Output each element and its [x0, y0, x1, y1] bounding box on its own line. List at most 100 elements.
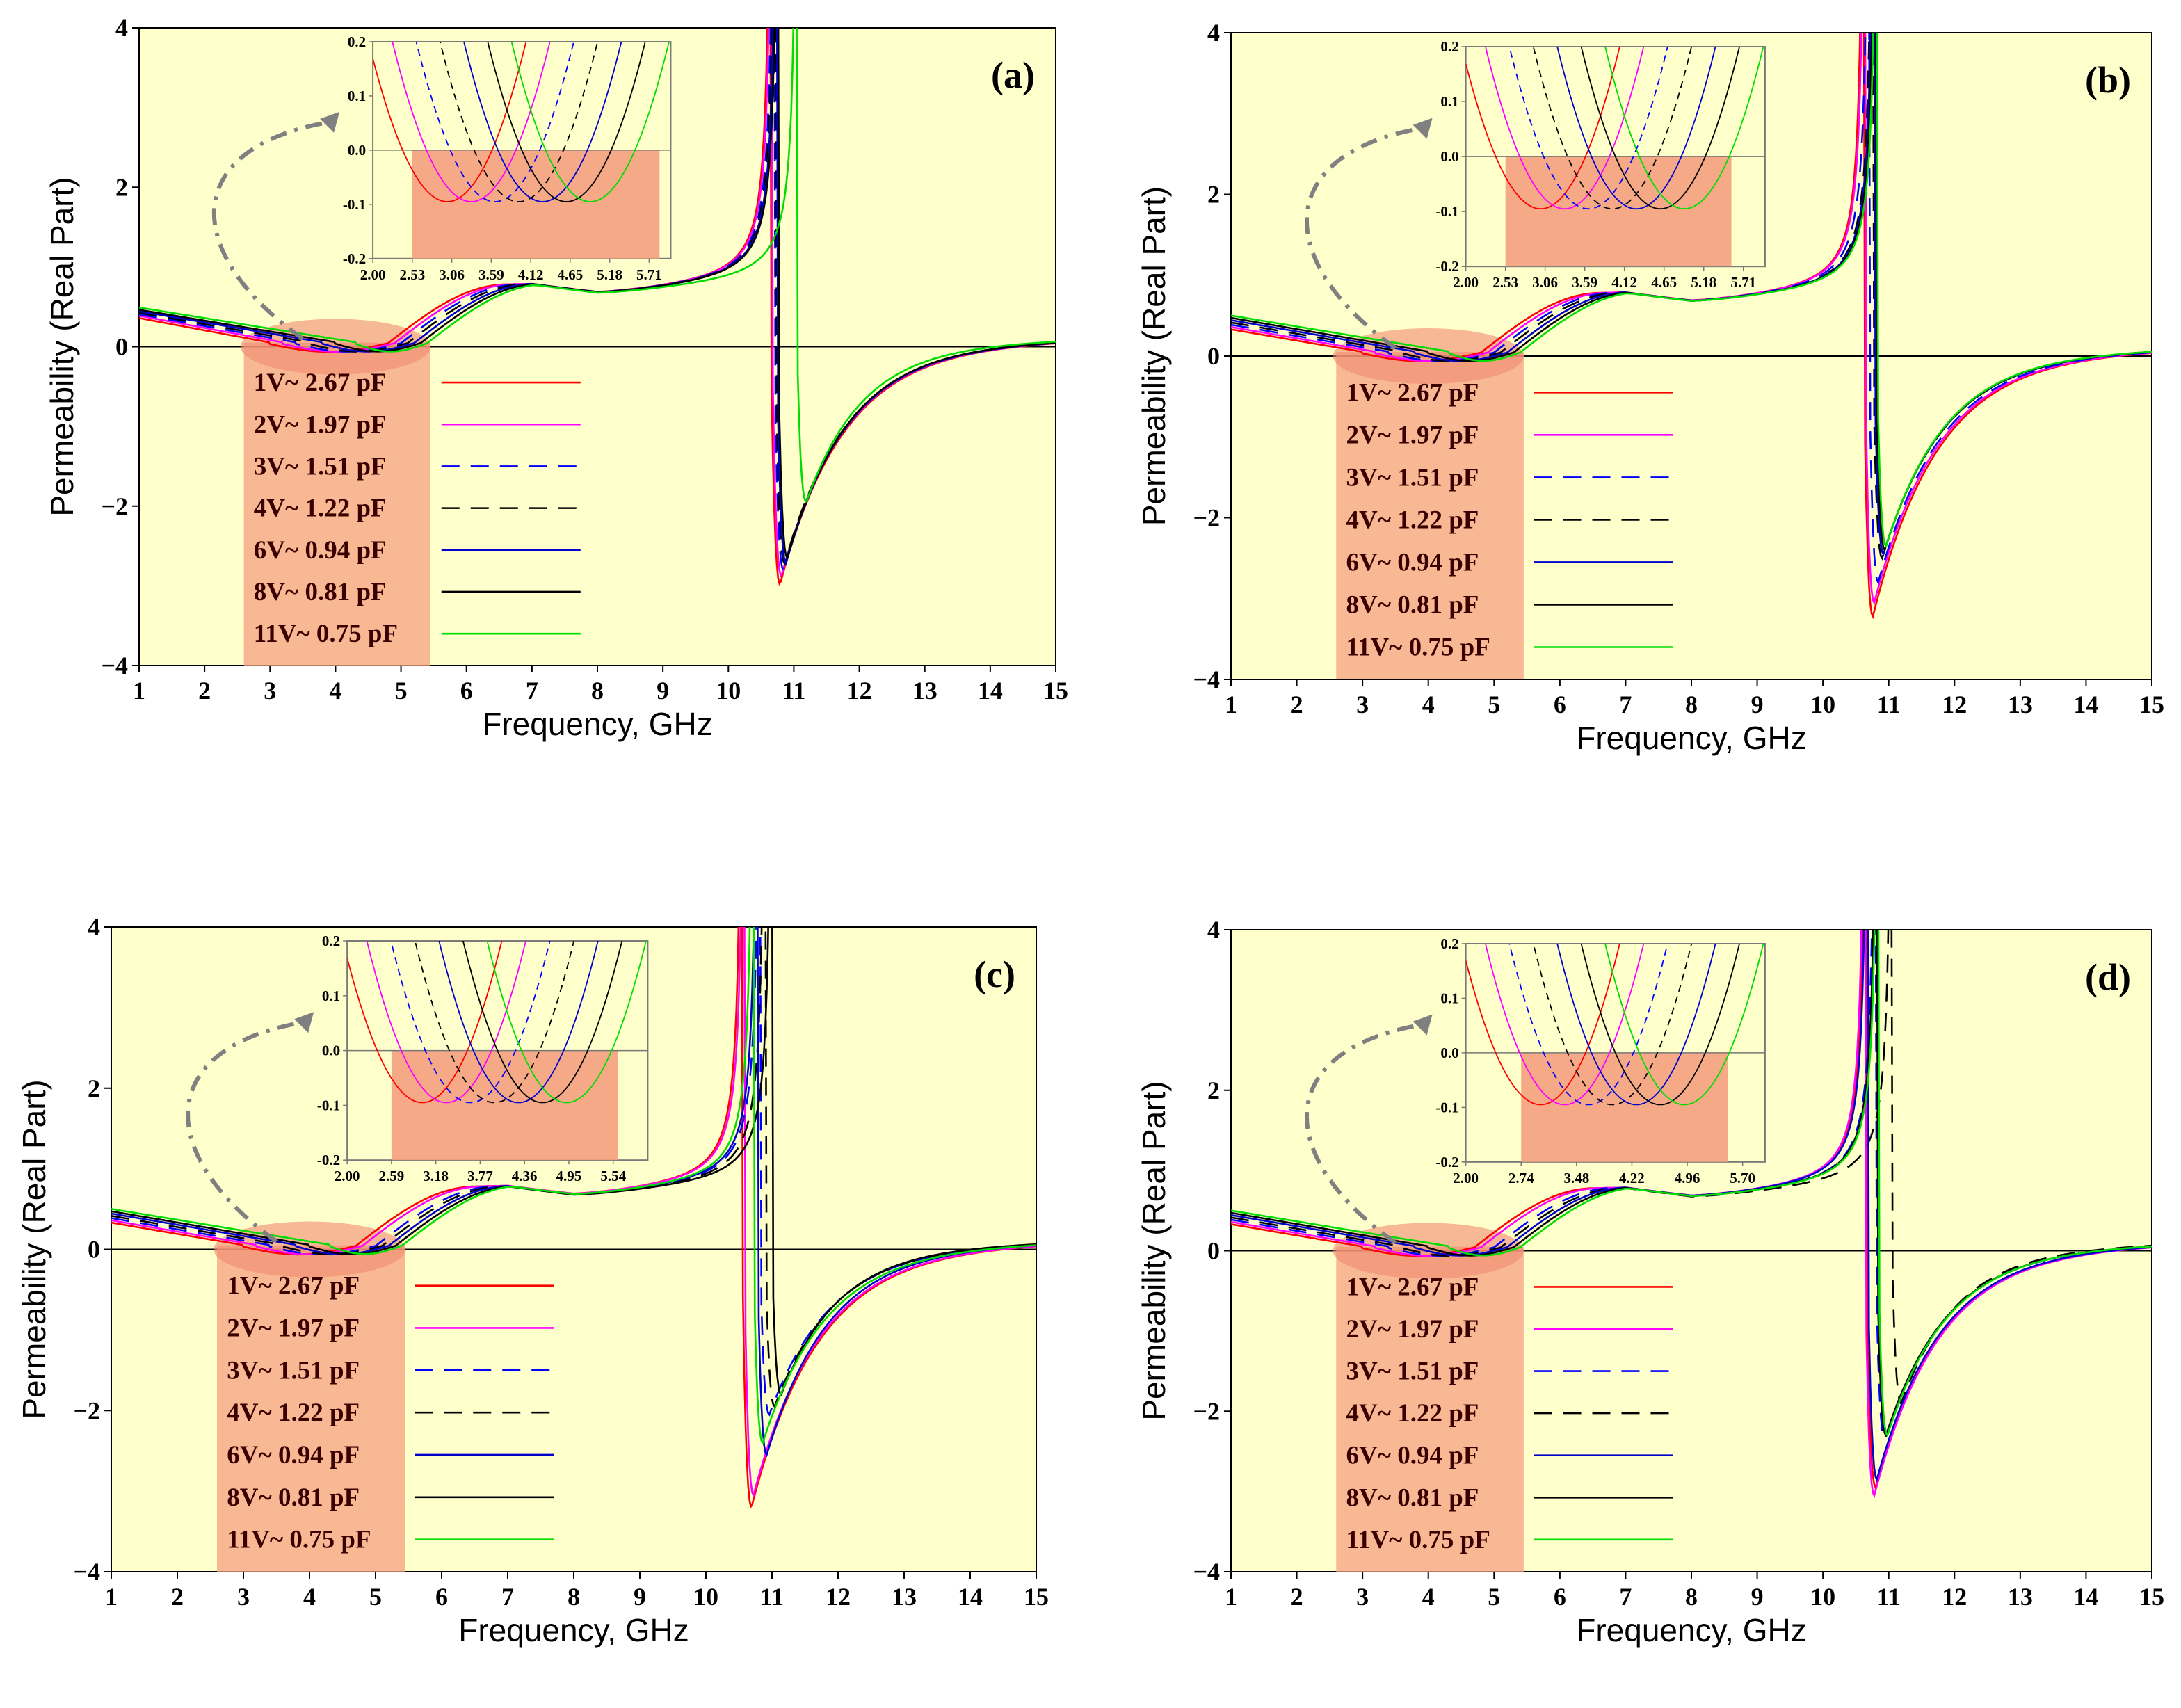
inset-x-tick-label: 4.36 [512, 1168, 538, 1184]
x-tick-label: 6 [435, 1583, 448, 1611]
x-tick-label: 12 [1942, 691, 1967, 718]
inset-x-tick-label: 4.95 [556, 1168, 582, 1184]
x-tick-label: 13 [912, 677, 937, 704]
x-tick-label: 15 [1024, 1583, 1049, 1611]
x-tick-label: 13 [2008, 691, 2033, 718]
inset-y-tick-label: -0.1 [343, 196, 366, 213]
inset-y-tick-label: -0.2 [317, 1152, 340, 1168]
inset-x-tick-label: 2.53 [399, 266, 425, 283]
y-tick-label: −2 [1193, 1397, 1220, 1425]
y-tick-label: 2 [88, 1074, 100, 1102]
x-tick-label: 10 [1810, 691, 1835, 718]
inset-x-tick-label: 2.00 [1453, 274, 1479, 291]
inset-y-tick-label: 0.0 [322, 1042, 340, 1059]
x-tick-label: 9 [657, 677, 669, 704]
legend-label: 4V~ 1.22 pF [254, 494, 387, 523]
x-tick-label: 7 [1619, 691, 1632, 718]
legend-label: 6V~ 0.94 pF [227, 1441, 360, 1469]
inset-x-tick-label: 3.06 [1532, 274, 1558, 291]
inset-highlight [391, 1050, 618, 1161]
inset-series-line-3 [415, 42, 574, 202]
inset-y-tick-label: -0.1 [1435, 203, 1458, 220]
highlight-region [1336, 1246, 1524, 1572]
x-tick-label: 9 [1751, 691, 1764, 718]
x-tick-label: 10 [1810, 1583, 1835, 1611]
inset-x-tick-label: 5.71 [1730, 274, 1756, 291]
x-tick-label: 12 [826, 1583, 851, 1611]
inset-x-tick-label: 4.12 [1611, 274, 1637, 291]
legend-label: 1V~ 2.67 pF [227, 1272, 360, 1300]
y-tick-label: 4 [115, 14, 128, 42]
legend-label: 2V~ 1.97 pF [1346, 421, 1479, 449]
inset-zoom: 2.00 2.53 3.06 3.59 4.12 4.65 5.18 5.71 0.2 0.1 0.… [1435, 38, 1766, 291]
x-tick-label: 11 [1877, 691, 1901, 718]
inset-y-tick-label: 0.1 [322, 988, 340, 1004]
inset-y-tick-label: 0.2 [348, 33, 366, 50]
zoom-arrow-head [294, 1012, 314, 1033]
x-tick-label: 3 [1356, 691, 1369, 718]
inset-x-tick-label: 3.59 [478, 266, 504, 283]
y-tick-label: −4 [101, 652, 128, 679]
zoom-arrow-head [1413, 1014, 1433, 1036]
highlight-region [1336, 352, 1524, 679]
inset-highlight [1505, 156, 1732, 267]
legend: 1V~ 2.67 pF 2V~ 1.97 pF 3V~ 1.51 pF 4V~ 1.2… [1346, 1273, 1673, 1554]
x-tick-label: 12 [1942, 1583, 1967, 1611]
inset-series-line-6 [1580, 944, 1740, 1106]
x-tick-label: 1 [133, 677, 145, 704]
legend-label: 11V~ 0.75 pF [227, 1526, 371, 1554]
inset-series-line-1 [1465, 47, 1620, 210]
y-tick-label: 4 [1207, 19, 1220, 47]
inset-x-tick-label: 3.06 [439, 266, 465, 283]
panel-label: (a) [991, 54, 1035, 96]
inset-series-line-6 [487, 42, 646, 202]
x-tick-label: 2 [198, 677, 211, 704]
inset-x-tick-label: 4.22 [1619, 1170, 1645, 1186]
inset-x-tick-label: 3.48 [1563, 1170, 1589, 1186]
inset-series-line-1 [1465, 944, 1620, 1106]
legend-label: 3V~ 1.51 pF [254, 452, 387, 481]
y-axis-label: Permeability (Real Part) [1136, 186, 1172, 526]
inset-y-tick-label: 0.2 [1440, 38, 1458, 55]
x-tick-label: 9 [634, 1583, 646, 1611]
inset-y-tick-label: -0.1 [1435, 1099, 1458, 1115]
panel-label: (b) [2085, 59, 2131, 101]
y-tick-label: 4 [1207, 916, 1220, 944]
x-tick-label: 14 [978, 677, 1003, 704]
legend-label: 6V~ 0.94 pF [254, 536, 387, 565]
inset-zoom: 2.00 2.53 3.06 3.59 4.12 4.65 5.18 5.71 0.2 0.1 0.… [343, 33, 672, 283]
legend-label: 1V~ 2.67 pF [254, 369, 387, 397]
inset-x-tick-label: 5.18 [1691, 274, 1716, 291]
zoom-arrow [186, 1021, 299, 1243]
x-tick-label: 4 [329, 677, 341, 704]
legend-label: 4V~ 1.22 pF [227, 1399, 360, 1427]
x-tick-label: 15 [1043, 677, 1068, 704]
inset-y-tick-label: -0.2 [343, 250, 366, 267]
inset-x-tick-label: 2.00 [1453, 1170, 1479, 1186]
x-tick-label: 6 [1554, 1583, 1566, 1611]
inset-series-line-5 [1556, 944, 1716, 1106]
zoom-arrow [1304, 127, 1418, 350]
inset-y-tick-label: -0.2 [1435, 1154, 1458, 1170]
inset-series-line-5 [463, 42, 622, 202]
x-tick-label: 2 [1291, 691, 1303, 718]
x-tick-label: 14 [2073, 691, 2098, 718]
zoom-arrow [1305, 1023, 1418, 1245]
legend: 1V~ 2.67 pF 2V~ 1.97 pF 3V~ 1.51 pF 4V~ 1.2… [227, 1272, 554, 1554]
legend-label: 4V~ 1.22 pF [1346, 1399, 1479, 1428]
legend-label: 4V~ 1.22 pF [1346, 506, 1479, 534]
legend-label: 3V~ 1.51 pF [1346, 1357, 1479, 1386]
inset-series-line-2 [392, 42, 551, 202]
legend-label: 3V~ 1.51 pF [1346, 463, 1479, 492]
y-tick-label: −4 [1193, 1558, 1220, 1586]
legend-label: 3V~ 1.51 pF [227, 1356, 360, 1385]
inset-series-line-2 [366, 941, 526, 1104]
y-tick-label: −2 [73, 1396, 100, 1424]
x-tick-label: 3 [1356, 1583, 1369, 1611]
y-tick-label: −2 [1193, 504, 1220, 532]
inset-x-tick-label: 2.53 [1492, 274, 1518, 291]
